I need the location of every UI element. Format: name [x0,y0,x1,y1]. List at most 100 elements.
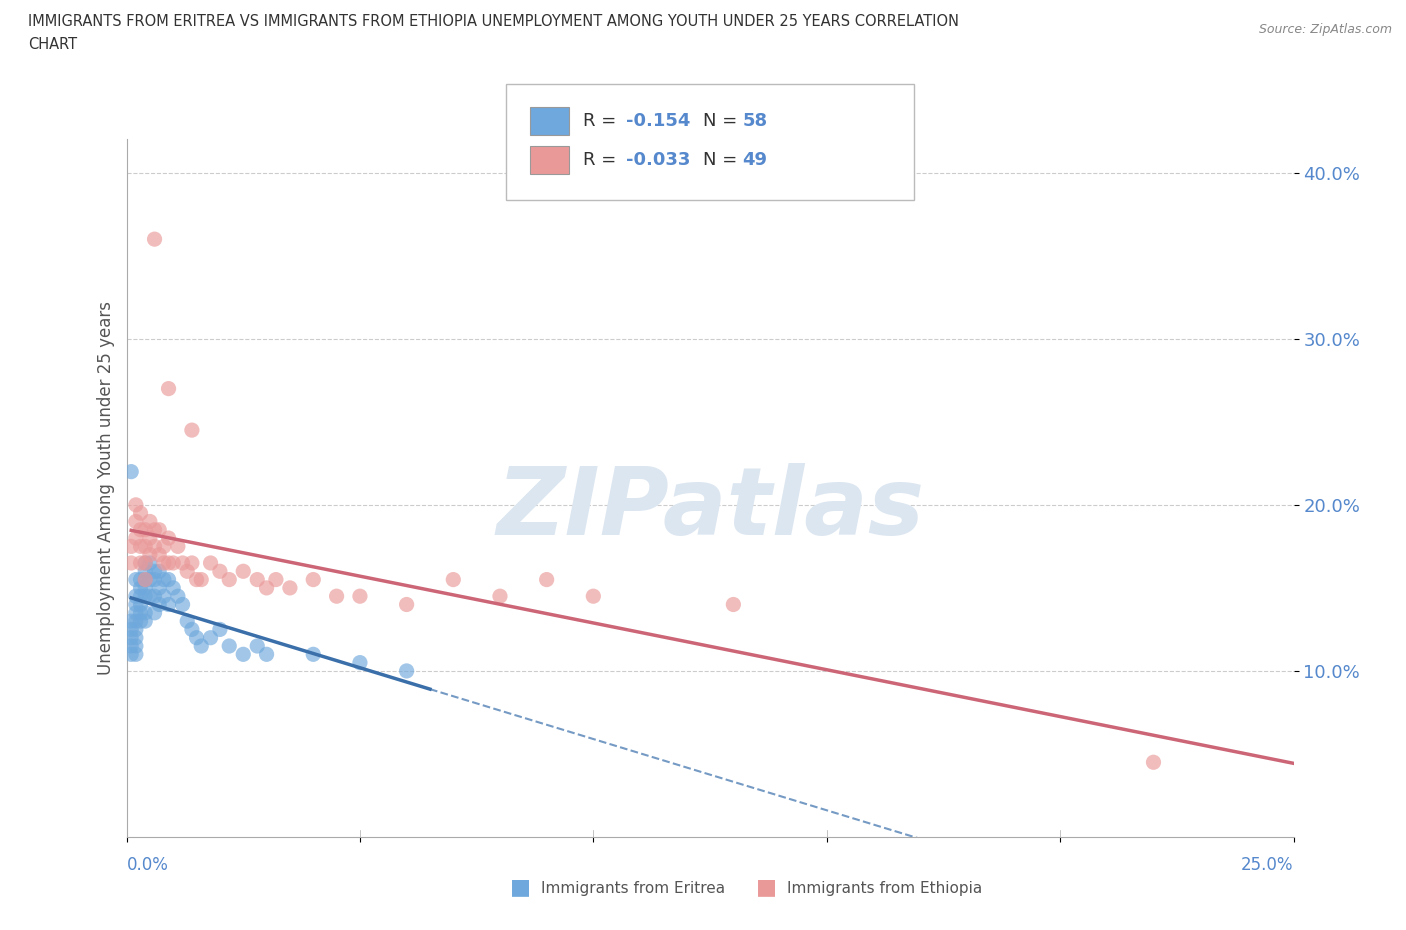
Point [125,498,148,512]
Point [143,539,166,554]
Text: ■: ■ [510,877,530,897]
Point [186,572,208,587]
Point [153,589,176,604]
Point [157,531,180,546]
Point [129,597,152,612]
Point [120,647,142,662]
Point [162,555,184,570]
Point [176,564,198,578]
Point [120,639,142,654]
Text: Immigrants from Ethiopia: Immigrants from Ethiopia [787,881,983,896]
Point [256,647,278,662]
Point [120,631,142,645]
Point [139,572,162,587]
Point [200,631,222,645]
Point [302,572,325,587]
Point [129,572,152,587]
Point [180,422,202,438]
Point [125,622,148,637]
Point [129,589,152,604]
Point [134,555,156,570]
Point [129,605,152,620]
Point [157,555,180,570]
Point [441,572,464,587]
Point [143,572,166,587]
Point [302,647,325,662]
Point [129,614,152,629]
Point [125,647,148,662]
Point [218,639,240,654]
Point [134,572,156,587]
Point [264,572,287,587]
Point [180,622,202,637]
Point [129,580,152,595]
Point [157,597,180,612]
Point [218,572,240,587]
Point [139,547,162,562]
Point [143,523,166,538]
Point [153,555,176,570]
Point [190,572,212,587]
Text: IMMIGRANTS FROM ERITREA VS IMMIGRANTS FROM ETHIOPIA UNEMPLOYMENT AMONG YOUTH UND: IMMIGRANTS FROM ERITREA VS IMMIGRANTS FR… [28,14,959,29]
Point [208,564,231,578]
Point [129,523,152,538]
Point [129,506,152,521]
Point [325,589,347,604]
Point [180,555,202,570]
Text: R =: R = [583,112,623,130]
Point [139,531,162,546]
Point [349,655,371,670]
Point [723,597,745,612]
Text: 58: 58 [742,112,768,130]
Y-axis label: Unemployment Among Youth under 25 years: Unemployment Among Youth under 25 years [97,301,115,675]
Point [278,580,301,595]
Point [134,605,156,620]
Point [167,589,190,604]
Point [134,539,156,554]
Text: Immigrants from Eritrea: Immigrants from Eritrea [541,881,725,896]
Point [186,631,208,645]
Point [134,564,156,578]
Point [582,589,605,604]
Point [134,614,156,629]
Point [120,464,142,479]
Point [246,572,269,587]
Point [162,580,184,595]
Point [120,539,142,554]
Point [143,564,166,578]
Point [134,580,156,595]
Text: 0.0%: 0.0% [127,856,169,873]
Text: N =: N = [703,112,742,130]
Point [129,555,152,570]
Point [120,614,142,629]
Point [395,663,418,678]
Point [125,589,148,604]
Point [246,639,269,654]
Point [125,631,148,645]
Point [120,555,142,570]
Point [129,539,152,554]
Text: Source: ZipAtlas.com: Source: ZipAtlas.com [1258,23,1392,36]
Text: ZIPatlas: ZIPatlas [496,463,924,555]
Point [256,580,278,595]
Point [208,622,231,637]
Point [143,605,166,620]
Point [172,555,194,570]
Point [232,647,254,662]
Point [190,639,212,654]
Point [134,572,156,587]
Point [157,572,180,587]
Point [536,572,558,587]
Text: -0.033: -0.033 [626,151,690,169]
Point [134,523,156,538]
Point [167,539,190,554]
Point [232,564,254,578]
Text: -0.154: -0.154 [626,112,690,130]
Point [1142,755,1164,770]
Point [148,597,170,612]
Text: 49: 49 [742,151,768,169]
Point [176,614,198,629]
Point [120,622,142,637]
Point [349,589,371,604]
Point [143,589,166,604]
